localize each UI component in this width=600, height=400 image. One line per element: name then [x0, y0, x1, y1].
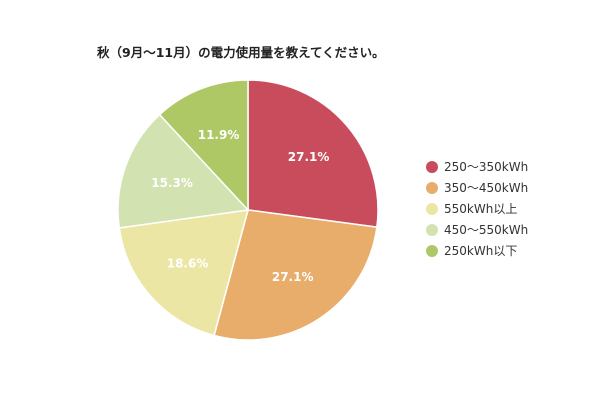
slice-value-label-5: 11.9% — [198, 128, 240, 142]
legend-swatch-5 — [426, 245, 438, 257]
legend: 250〜350kWh 350〜450kWh 550kWh以上 450〜550kWh 25… — [426, 160, 528, 258]
legend-swatch-2 — [426, 182, 438, 194]
legend-swatch-3 — [426, 203, 438, 215]
slice-value-label-1: 27.1% — [288, 150, 330, 164]
pie-slice-4 — [117, 113, 250, 229]
pie-slice-3 — [118, 209, 250, 337]
pie-slice-2 — [213, 209, 378, 341]
pie-slice-1 — [247, 79, 379, 228]
legend-label-1: 250〜350kWh — [444, 160, 528, 174]
legend-label-3: 550kWh以上 — [444, 202, 517, 216]
legend-swatch-1 — [426, 161, 438, 173]
slice-value-label-2: 27.1% — [272, 270, 314, 284]
chart-title: 秋（9月〜11月）の電力使用量を教えてください。 — [97, 45, 385, 60]
pie-slices — [117, 79, 379, 341]
pie-slice-5 — [158, 79, 249, 212]
legend-swatch-4 — [426, 224, 438, 236]
pie-slice-labels: 27.1% 27.1% 18.6% 15.3% 11.9% — [151, 128, 329, 284]
slice-value-label-4: 15.3% — [151, 176, 193, 190]
legend-label-2: 350〜450kWh — [444, 181, 528, 195]
legend-label-5: 250kWh以下 — [444, 244, 517, 258]
legend-label-4: 450〜550kWh — [444, 223, 528, 237]
slice-value-label-3: 18.6% — [167, 256, 209, 270]
